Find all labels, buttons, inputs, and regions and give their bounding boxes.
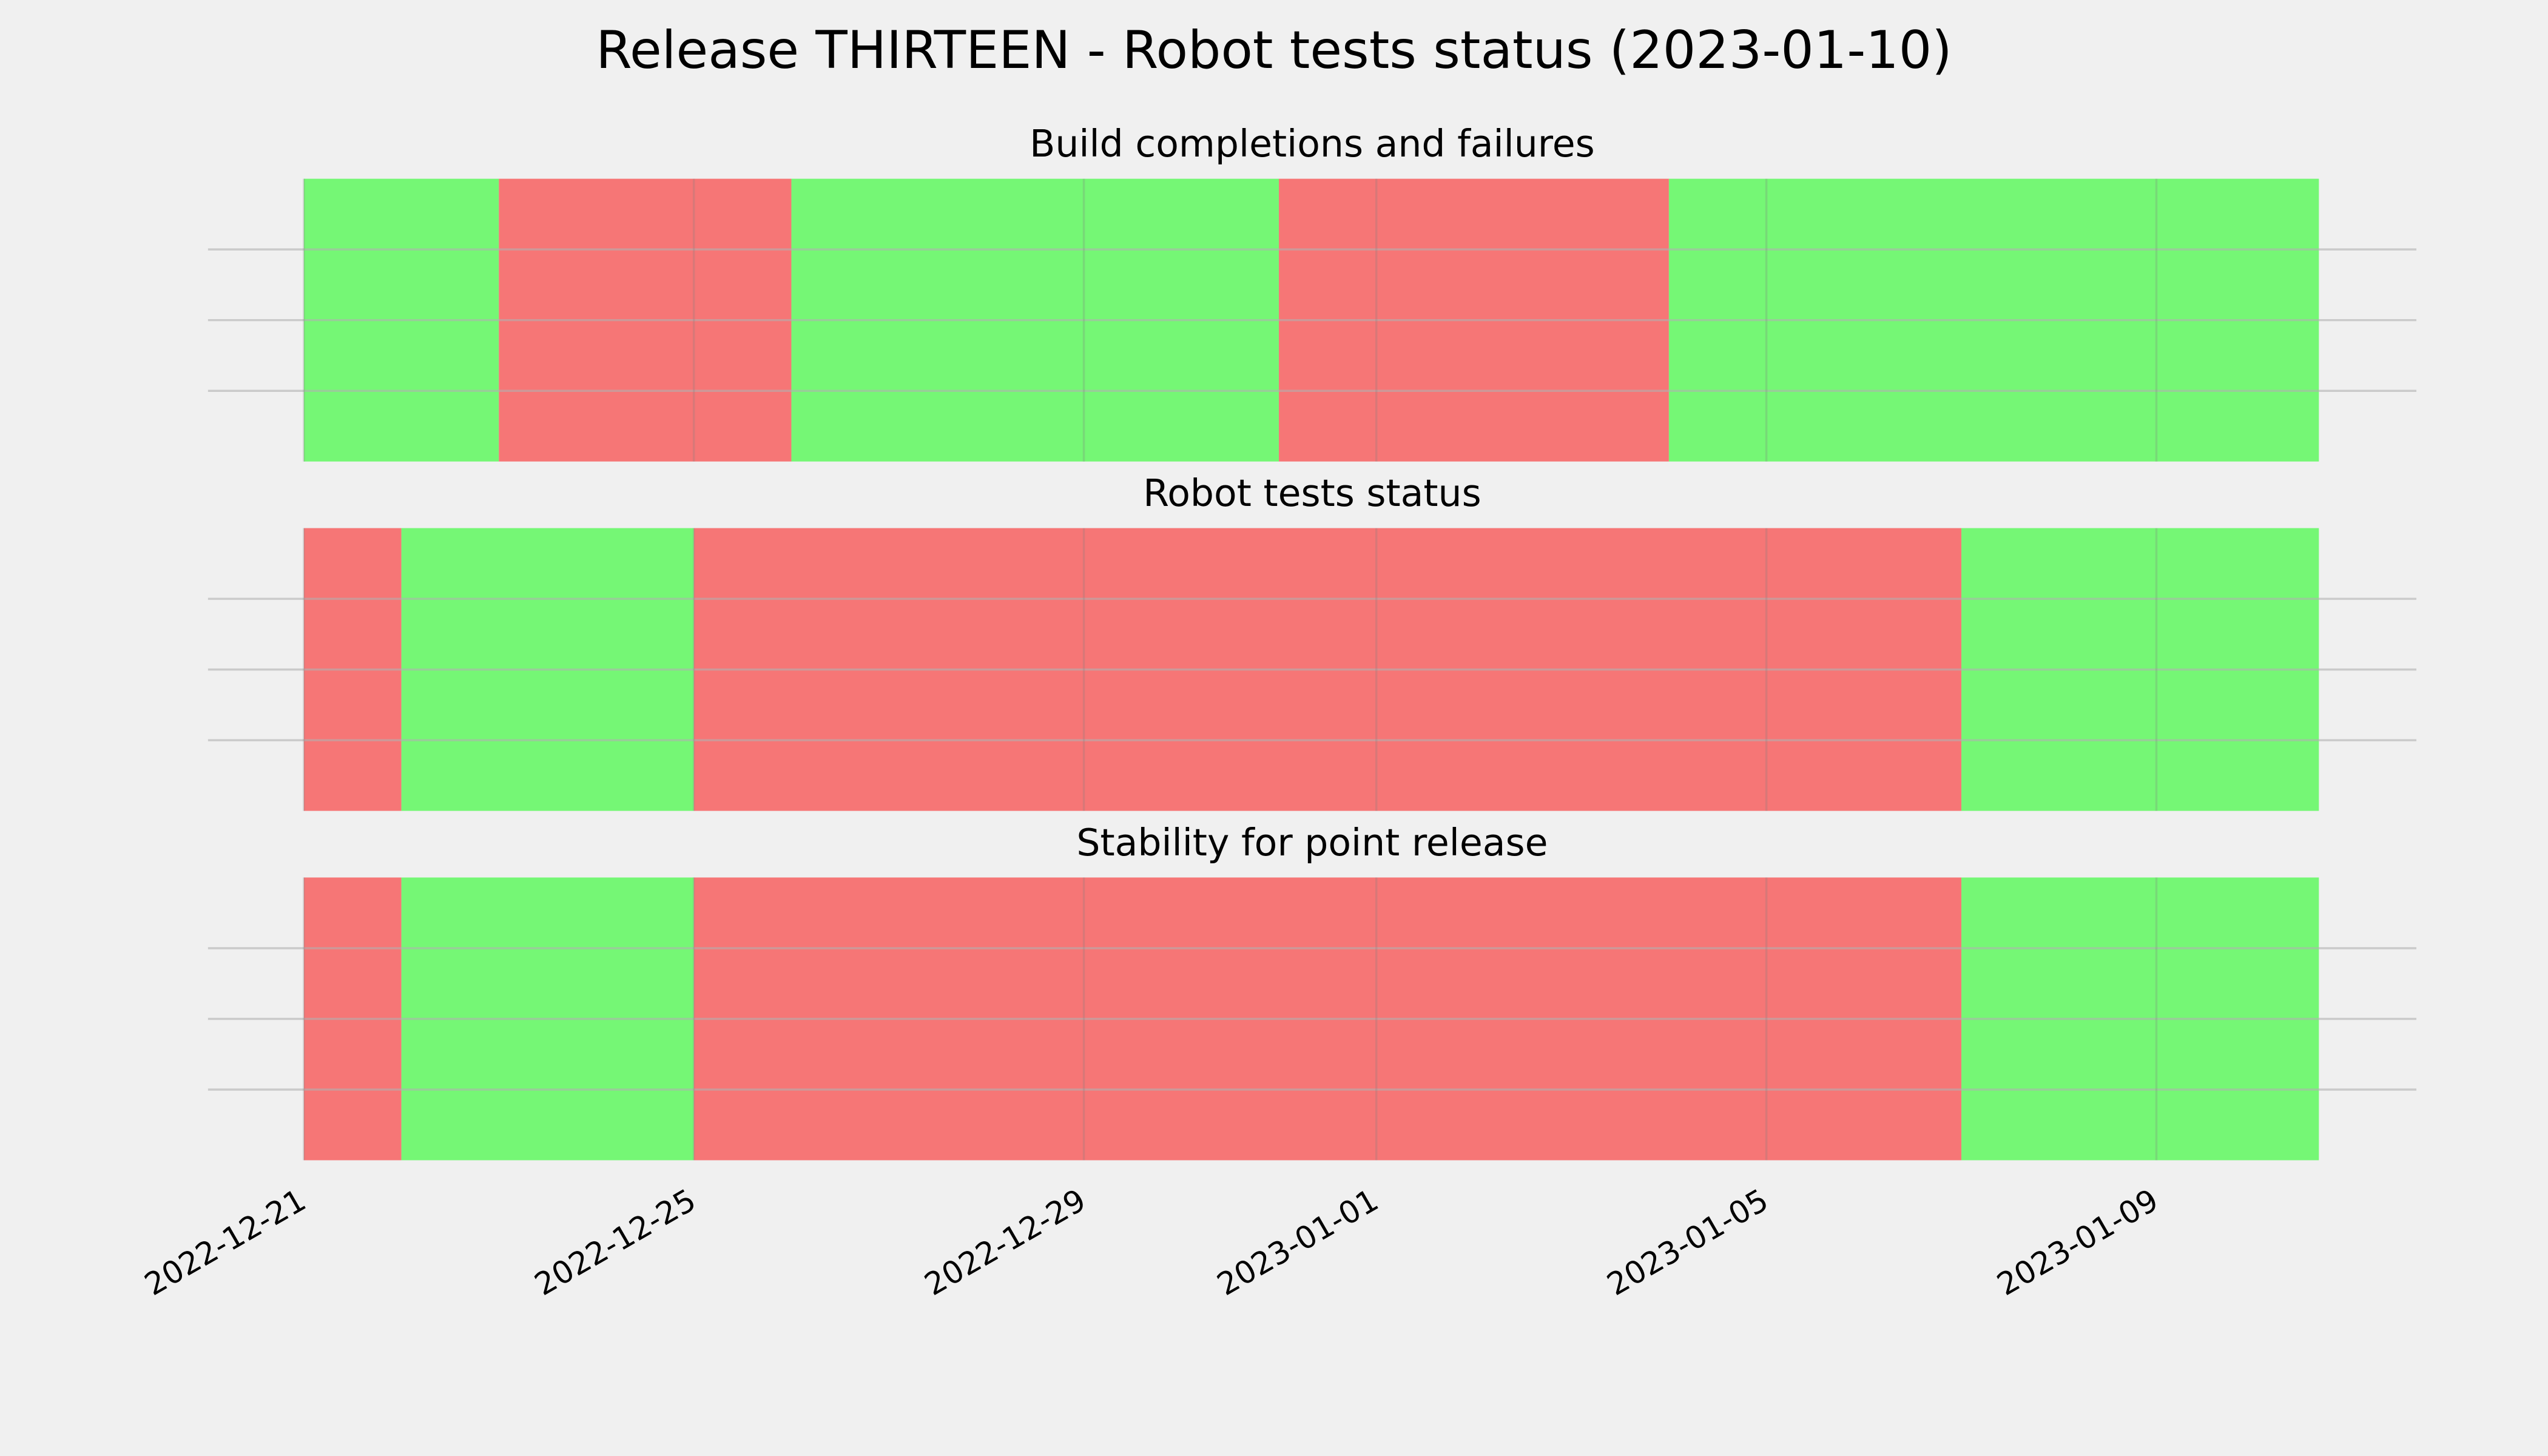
panel-title: Build completions and failures (1030, 122, 1595, 166)
panel-title: Robot tests status (1143, 471, 1481, 515)
panel-title: Stability for point release (1076, 821, 1548, 864)
figure-title: Release THIRTEEN - Robot tests status (2… (596, 20, 1952, 81)
